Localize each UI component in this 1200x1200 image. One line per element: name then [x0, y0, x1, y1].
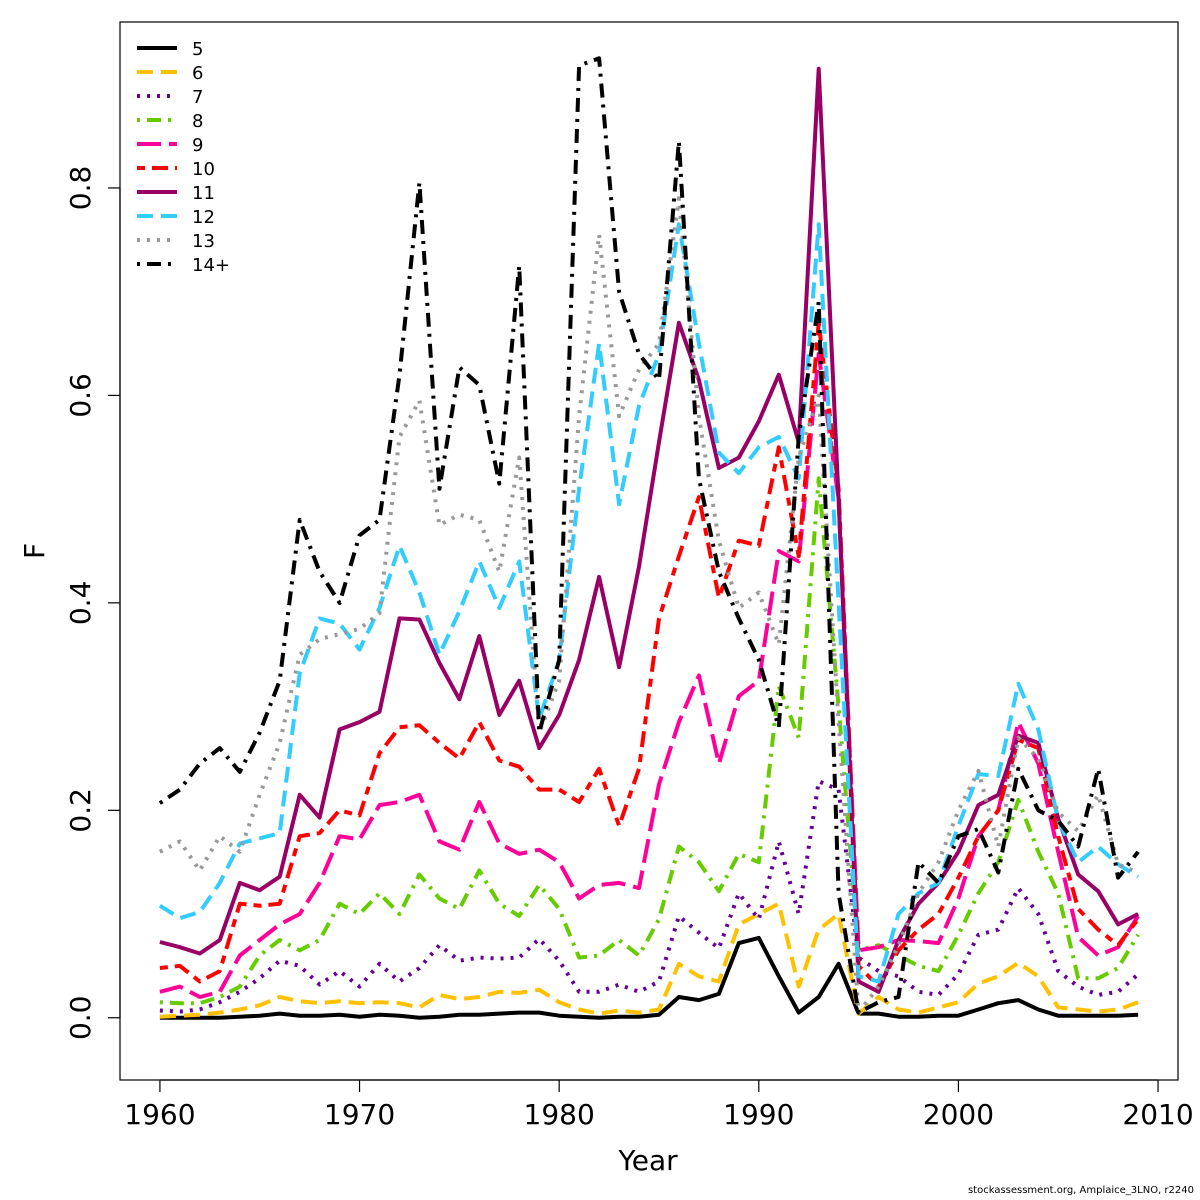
y-tick-label: 0.0	[64, 995, 97, 1040]
x-tick-label: 2000	[923, 1098, 994, 1131]
series-line-11	[159, 66, 1140, 994]
legend-label: 7	[192, 87, 203, 108]
legend-label: 6	[192, 63, 203, 84]
legend-label: 11	[192, 183, 215, 204]
legend-label: 10	[192, 159, 215, 180]
series-line-8	[159, 476, 1140, 1006]
legend-label: 13	[192, 231, 215, 252]
series-line-13	[158, 196, 1139, 1015]
series-line-14plus	[158, 56, 1140, 1015]
y-axis: 0.0 0.2 0.4 0.6 0.8	[64, 166, 121, 1040]
legend-label: 5	[192, 39, 203, 60]
y-axis-label: F	[18, 543, 51, 559]
legend: 5 6 7 8 9 10 11 12 13 14+	[137, 39, 230, 276]
series-line-6	[159, 901, 1139, 1019]
series-layer	[158, 56, 1140, 1020]
y-tick-label: 0.2	[64, 788, 97, 833]
legend-label: 14+	[192, 255, 230, 276]
series-line-10	[159, 320, 1140, 989]
credit-footer: stockassessment.org, Amplaice_3LNO, r224…	[967, 1185, 1194, 1196]
legend-label: 8	[192, 111, 203, 132]
legend-label: 12	[192, 207, 215, 228]
series-line-5	[159, 935, 1139, 1020]
y-tick-label: 0.8	[64, 166, 97, 211]
series-line-12	[158, 222, 1140, 984]
y-tick-label: 0.6	[64, 373, 97, 418]
x-tick-label: 2010	[1122, 1098, 1193, 1131]
x-axis: 1960 1970 1980 1990 2000 2010	[124, 1079, 1194, 1131]
x-tick-label: 1960	[124, 1098, 195, 1131]
x-axis-label: Year	[617, 1144, 678, 1177]
x-tick-label: 1970	[324, 1098, 395, 1131]
plot-frame	[119, 21, 1179, 1081]
x-tick-label: 1980	[524, 1098, 595, 1131]
legend-label: 9	[192, 135, 203, 156]
x-tick-label: 1990	[723, 1098, 794, 1131]
y-tick-label: 0.4	[64, 581, 97, 626]
series-line-9	[159, 351, 1140, 999]
